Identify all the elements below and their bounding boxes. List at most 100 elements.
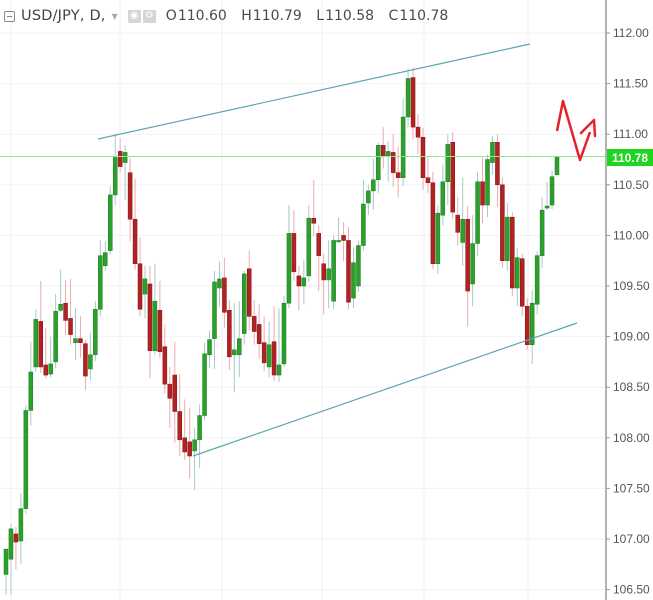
candle-down[interactable]	[38, 321, 43, 368]
candle-down[interactable]	[187, 441, 192, 457]
candle-up[interactable]	[475, 181, 480, 244]
candle-up[interactable]	[534, 255, 540, 305]
annotations[interactable]	[0, 43, 606, 457]
candle-up[interactable]	[554, 156, 560, 175]
candle-down[interactable]	[157, 310, 163, 353]
candle-down[interactable]	[346, 240, 351, 303]
candle-down[interactable]	[520, 258, 525, 307]
candle-up[interactable]	[385, 151, 391, 157]
candle-up[interactable]	[237, 338, 242, 356]
candle-up[interactable]	[232, 349, 237, 356]
forecast-arrow[interactable]	[555, 99, 592, 162]
candle-down[interactable]	[480, 181, 485, 206]
candle-up[interactable]	[217, 278, 222, 289]
candle-up[interactable]	[112, 157, 118, 196]
candle-down[interactable]	[500, 184, 505, 261]
candle-up[interactable]	[18, 508, 24, 542]
candle-down[interactable]	[63, 302, 68, 321]
candle-down[interactable]	[78, 338, 83, 343]
candle-up[interactable]	[549, 176, 555, 206]
eye-icon[interactable]: ◉	[127, 9, 141, 23]
candle-down[interactable]	[13, 533, 19, 543]
candle-down[interactable]	[137, 263, 143, 310]
gear-icon[interactable]: ⚙	[142, 9, 156, 23]
candle-up[interactable]	[192, 439, 197, 452]
candle-up[interactable]	[361, 203, 366, 246]
candle-up[interactable]	[107, 194, 113, 251]
candle-down[interactable]	[430, 182, 436, 264]
candle-up[interactable]	[485, 159, 490, 206]
candle-up[interactable]	[73, 338, 78, 343]
candle-up[interactable]	[276, 364, 282, 376]
candle-down[interactable]	[177, 411, 182, 441]
candle-up[interactable]	[445, 144, 451, 183]
candle-up[interactable]	[58, 303, 63, 311]
candle-up[interactable]	[103, 252, 108, 267]
symbol-label[interactable]: USD/JPY, D,	[21, 8, 106, 24]
candle-down[interactable]	[420, 136, 426, 178]
candle-up[interactable]	[400, 116, 406, 178]
candle-down[interactable]	[222, 277, 227, 313]
candle-up[interactable]	[306, 217, 312, 277]
candle-up[interactable]	[371, 179, 376, 192]
candle-down[interactable]	[415, 126, 421, 138]
candle-up[interactable]	[23, 410, 29, 509]
candle-down[interactable]	[261, 342, 267, 364]
candle-up[interactable]	[440, 181, 446, 216]
candle-down[interactable]	[455, 214, 460, 233]
candle-down[interactable]	[271, 341, 277, 376]
candle-down[interactable]	[524, 305, 530, 345]
candle-up[interactable]	[93, 309, 98, 356]
candle-down[interactable]	[256, 324, 262, 344]
candle-up[interactable]	[212, 281, 217, 339]
trendline[interactable]	[192, 322, 578, 457]
candle-down[interactable]	[132, 218, 138, 264]
candle-up[interactable]	[281, 302, 287, 365]
candle-down[interactable]	[311, 217, 317, 224]
candle-up[interactable]	[544, 205, 550, 209]
candle-down[interactable]	[341, 235, 346, 241]
candle-down[interactable]	[83, 343, 88, 377]
candle-up[interactable]	[53, 311, 58, 363]
candle-down[interactable]	[117, 151, 123, 167]
candle-down[interactable]	[291, 233, 297, 273]
candle-down[interactable]	[172, 374, 178, 412]
candle-up[interactable]	[435, 212, 441, 264]
candle-up[interactable]	[142, 278, 148, 295]
dropdown-caret-icon[interactable]: ▼	[111, 11, 118, 21]
candle-up[interactable]	[505, 216, 510, 261]
candle-up[interactable]	[242, 273, 247, 334]
candle-up[interactable]	[266, 344, 272, 368]
candle-up[interactable]	[539, 209, 545, 256]
candle-down[interactable]	[410, 77, 416, 128]
candle-up[interactable]	[515, 257, 520, 289]
candle-up[interactable]	[98, 255, 103, 310]
candle-up[interactable]	[351, 262, 356, 299]
candle-up[interactable]	[356, 245, 361, 287]
candle-up[interactable]	[376, 145, 381, 180]
candle-down[interactable]	[251, 316, 257, 332]
candle-up[interactable]	[88, 354, 93, 370]
candle-up[interactable]	[460, 218, 465, 243]
candle-down[interactable]	[147, 283, 153, 352]
candle-up[interactable]	[301, 277, 307, 287]
candle-down[interactable]	[381, 145, 386, 157]
candle-up[interactable]	[470, 243, 475, 285]
candle-down[interactable]	[465, 218, 470, 292]
candle-down[interactable]	[321, 263, 326, 281]
candle-down[interactable]	[390, 152, 396, 173]
candle-down[interactable]	[495, 142, 500, 186]
candle-down[interactable]	[316, 233, 321, 256]
candle-up[interactable]	[366, 190, 371, 204]
collapse-icon[interactable]	[4, 10, 15, 22]
candle-up[interactable]	[405, 78, 411, 118]
candle-up[interactable]	[152, 300, 158, 352]
trendline[interactable]	[97, 43, 531, 140]
candle-down[interactable]	[510, 216, 515, 289]
price-axis[interactable]: 112.00 111.50 111.00 110.50 110.00 109.50 109.…	[606, 26, 650, 597]
candle-up[interactable]	[331, 240, 336, 302]
candle-up[interactable]	[8, 528, 14, 560]
candle-down[interactable]	[246, 268, 252, 317]
candle-down[interactable]	[425, 177, 431, 184]
